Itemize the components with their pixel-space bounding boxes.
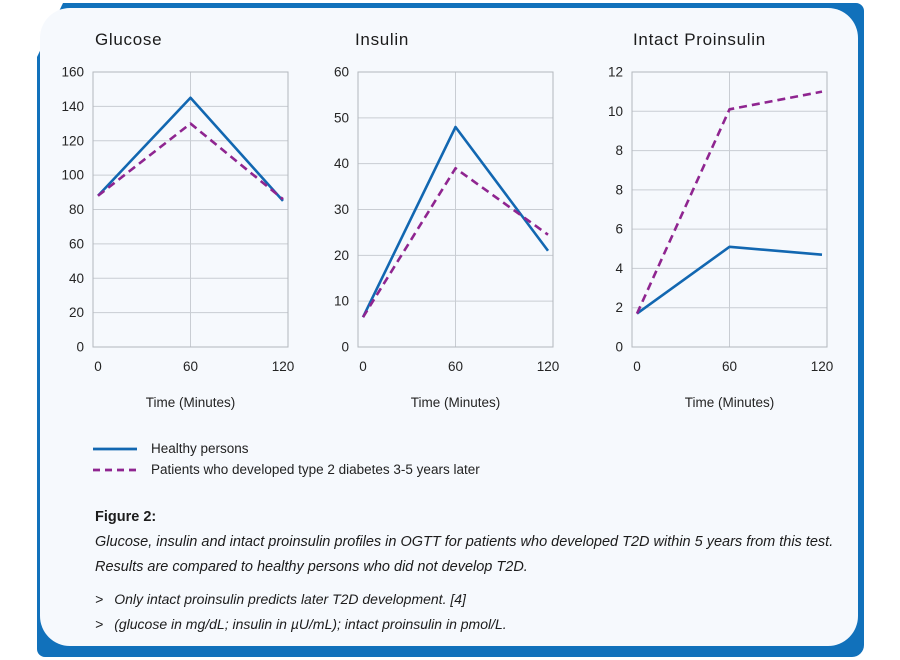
svg-text:0: 0 xyxy=(359,359,367,374)
svg-text:20: 20 xyxy=(334,248,349,263)
svg-text:12: 12 xyxy=(608,65,623,80)
legend: Healthy persons Patients who developed t… xyxy=(93,438,480,480)
svg-text:0: 0 xyxy=(341,340,349,355)
legend-label-healthy: Healthy persons xyxy=(151,441,249,456)
svg-text:0: 0 xyxy=(615,340,623,355)
chart-title-glucose: Glucose xyxy=(95,30,163,49)
healthy-line-sample-icon xyxy=(93,447,137,450)
svg-text:10: 10 xyxy=(608,104,623,119)
bullet-marker-2: > xyxy=(95,616,104,632)
svg-text:50: 50 xyxy=(334,110,349,125)
svg-text:Time (Minutes): Time (Minutes) xyxy=(411,395,501,410)
svg-text:0: 0 xyxy=(94,359,102,374)
svg-text:30: 30 xyxy=(334,202,349,217)
svg-text:80: 80 xyxy=(69,202,84,217)
svg-text:0: 0 xyxy=(633,359,641,374)
caption-line-1: Glucose, insulin and intact proinsulin p… xyxy=(95,534,834,550)
svg-text:60: 60 xyxy=(183,359,198,374)
svg-text:8: 8 xyxy=(615,182,623,197)
svg-text:120: 120 xyxy=(811,359,834,374)
svg-text:4: 4 xyxy=(615,261,623,276)
caption-line-2: Results are compared to healthy persons … xyxy=(95,559,528,575)
svg-text:40: 40 xyxy=(334,156,349,171)
legend-row-t2d: Patients who developed type 2 diabetes 3… xyxy=(93,459,480,480)
bullet-2: > (glucose in mg/dL; insulin in µU/mL); … xyxy=(95,612,867,637)
svg-text:100: 100 xyxy=(61,168,84,183)
svg-text:60: 60 xyxy=(448,359,463,374)
svg-text:140: 140 xyxy=(61,99,84,114)
svg-text:60: 60 xyxy=(722,359,737,374)
svg-text:Time (Minutes): Time (Minutes) xyxy=(685,395,775,410)
svg-text:60: 60 xyxy=(69,236,84,251)
svg-text:120: 120 xyxy=(537,359,560,374)
t2d-dashed-line-sample-icon xyxy=(93,468,137,471)
bullet-text-2: (glucose in mg/dL; insulin in µU/mL); in… xyxy=(114,616,507,632)
bullet-1: > Only intact proinsulin predicts later … xyxy=(95,587,867,612)
insulin-chart-plot: 0 10 20 30 40 50 60 0 60 120 Time (Minutes) xyxy=(334,65,560,411)
svg-text:40: 40 xyxy=(69,271,84,286)
svg-text:2: 2 xyxy=(615,300,623,315)
legend-row-healthy: Healthy persons xyxy=(93,438,480,459)
svg-text:Time (Minutes): Time (Minutes) xyxy=(146,395,236,410)
svg-text:8: 8 xyxy=(615,143,623,158)
caption-title: Figure 2: xyxy=(95,509,157,525)
svg-text:20: 20 xyxy=(69,305,84,320)
bullet-marker-1: > xyxy=(95,591,104,607)
figure-card: Glucose Insulin Intact Proinsulin 0 20 40 6… xyxy=(40,8,858,646)
svg-text:120: 120 xyxy=(272,359,295,374)
figure-caption: Figure 2: Glucose, insulin and intact pr… xyxy=(95,505,867,637)
svg-text:160: 160 xyxy=(61,65,84,80)
bullet-text-1: Only intact proinsulin predicts later T2… xyxy=(114,591,466,607)
svg-text:60: 60 xyxy=(334,65,349,80)
caption-bullets: > Only intact proinsulin predicts later … xyxy=(95,587,867,637)
glucose-chart-plot: 0 20 40 60 80 100 120 140 160 0 60 120 Time (Minutes… xyxy=(61,65,295,411)
svg-text:10: 10 xyxy=(334,294,349,309)
chart-title-insulin: Insulin xyxy=(355,30,410,49)
svg-text:6: 6 xyxy=(615,222,623,237)
chart-title-proinsulin: Intact Proinsulin xyxy=(633,30,766,49)
legend-label-t2d: Patients who developed type 2 diabetes 3… xyxy=(151,462,480,477)
svg-text:120: 120 xyxy=(61,133,84,148)
svg-text:0: 0 xyxy=(76,340,84,355)
